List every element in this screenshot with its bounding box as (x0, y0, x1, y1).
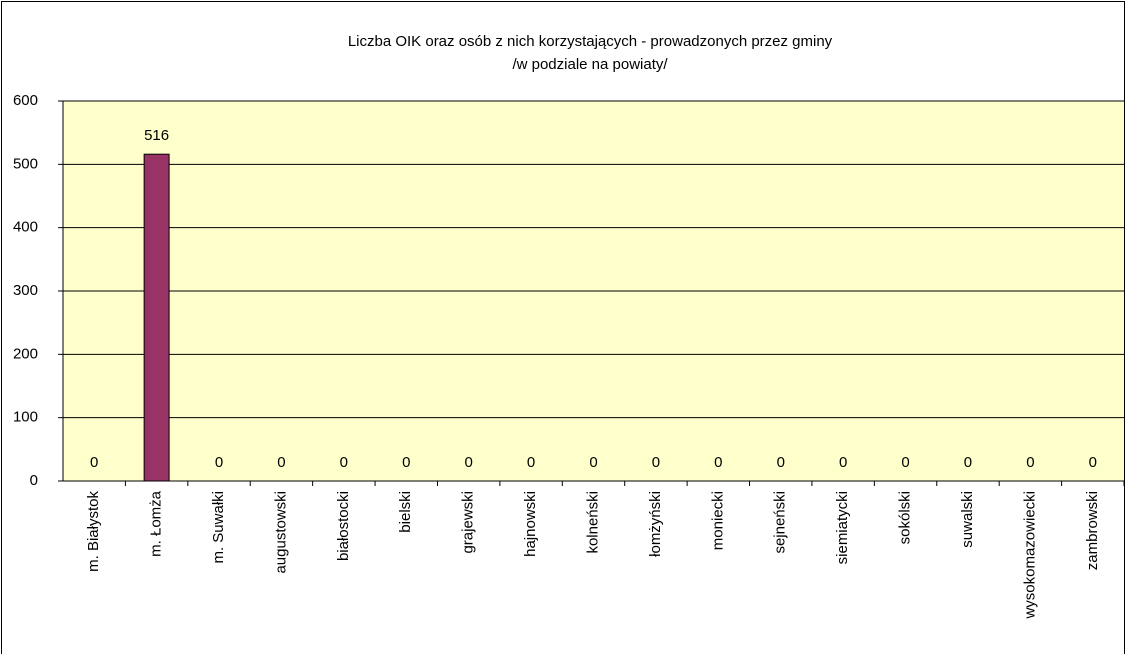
y-tick-label: 100 (13, 409, 38, 426)
data-label: 0 (402, 454, 410, 471)
y-tick-label: 500 (13, 155, 38, 172)
y-tick-label: 0 (30, 472, 38, 489)
chart-title: Liczba OIK oraz osób z nich korzystający… (348, 33, 833, 50)
x-tick-label: m. Białystok (85, 491, 102, 572)
x-tick-label: białostocki (335, 491, 352, 561)
x-tick-label: moniecki (709, 491, 726, 550)
y-tick-label: 600 (13, 92, 38, 109)
data-label: 0 (215, 454, 223, 471)
data-label: 0 (652, 454, 660, 471)
data-label: 0 (1026, 454, 1034, 471)
data-label: 0 (527, 454, 535, 471)
data-label: 0 (340, 454, 348, 471)
x-tick-label: siemiatycki (834, 491, 851, 564)
data-label: 516 (144, 127, 169, 144)
x-tick-label: m. Łomża (148, 490, 165, 557)
data-label: 0 (277, 454, 285, 471)
x-tick-label: m. Suwałki (210, 491, 227, 564)
y-tick-label: 400 (13, 219, 38, 236)
x-tick-label: bielski (397, 491, 414, 533)
data-label: 0 (90, 454, 98, 471)
data-label: 0 (901, 454, 909, 471)
y-tick-label: 200 (13, 345, 38, 362)
x-tick-label: kolneński (584, 491, 601, 554)
x-tick-label: zambrowski (1084, 491, 1101, 570)
y-tick-label: 300 (13, 282, 38, 299)
chart-subtitle: /w podziale na powiaty/ (512, 56, 668, 73)
x-tick-label: suwalski (959, 491, 976, 548)
data-label: 0 (589, 454, 597, 471)
x-tick-label: łomżyński (647, 491, 664, 557)
bar (143, 153, 170, 482)
x-tick-label: wysokomazowiecki (1021, 491, 1038, 620)
data-label: 0 (964, 454, 972, 471)
x-tick-label: sejneński (772, 491, 789, 554)
data-label: 0 (1089, 454, 1097, 471)
data-label: 0 (839, 454, 847, 471)
x-tick-label: augustowski (272, 491, 289, 574)
data-label: 0 (714, 454, 722, 471)
x-tick-label: grajewski (460, 491, 477, 554)
x-tick-label: sokólski (897, 491, 914, 544)
data-label: 0 (465, 454, 473, 471)
data-label: 0 (777, 454, 785, 471)
x-tick-label: hajnowski (522, 491, 539, 557)
